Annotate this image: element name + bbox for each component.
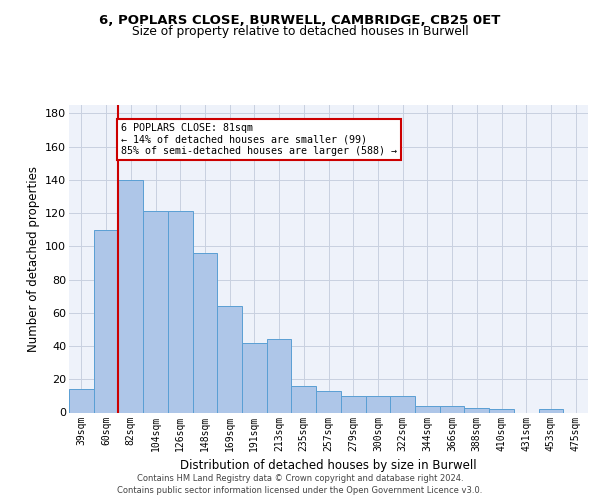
- Bar: [168, 212, 193, 412]
- Bar: [415, 406, 440, 412]
- Bar: [69, 389, 94, 412]
- Bar: [390, 396, 415, 412]
- Bar: [94, 230, 118, 412]
- Text: 6 POPLARS CLOSE: 81sqm
← 14% of detached houses are smaller (99)
85% of semi-det: 6 POPLARS CLOSE: 81sqm ← 14% of detached…: [121, 124, 397, 156]
- Bar: [242, 342, 267, 412]
- Bar: [365, 396, 390, 412]
- Y-axis label: Number of detached properties: Number of detached properties: [26, 166, 40, 352]
- Bar: [143, 212, 168, 412]
- X-axis label: Distribution of detached houses by size in Burwell: Distribution of detached houses by size …: [180, 459, 477, 472]
- Bar: [464, 408, 489, 412]
- Bar: [489, 409, 514, 412]
- Bar: [341, 396, 365, 412]
- Text: Contains HM Land Registry data © Crown copyright and database right 2024.: Contains HM Land Registry data © Crown c…: [137, 474, 463, 483]
- Bar: [316, 391, 341, 412]
- Text: Size of property relative to detached houses in Burwell: Size of property relative to detached ho…: [131, 25, 469, 38]
- Bar: [440, 406, 464, 412]
- Bar: [292, 386, 316, 412]
- Text: 6, POPLARS CLOSE, BURWELL, CAMBRIDGE, CB25 0ET: 6, POPLARS CLOSE, BURWELL, CAMBRIDGE, CB…: [100, 14, 500, 27]
- Bar: [193, 253, 217, 412]
- Bar: [217, 306, 242, 412]
- Text: Contains public sector information licensed under the Open Government Licence v3: Contains public sector information licen…: [118, 486, 482, 495]
- Bar: [118, 180, 143, 412]
- Bar: [267, 340, 292, 412]
- Bar: [539, 409, 563, 412]
